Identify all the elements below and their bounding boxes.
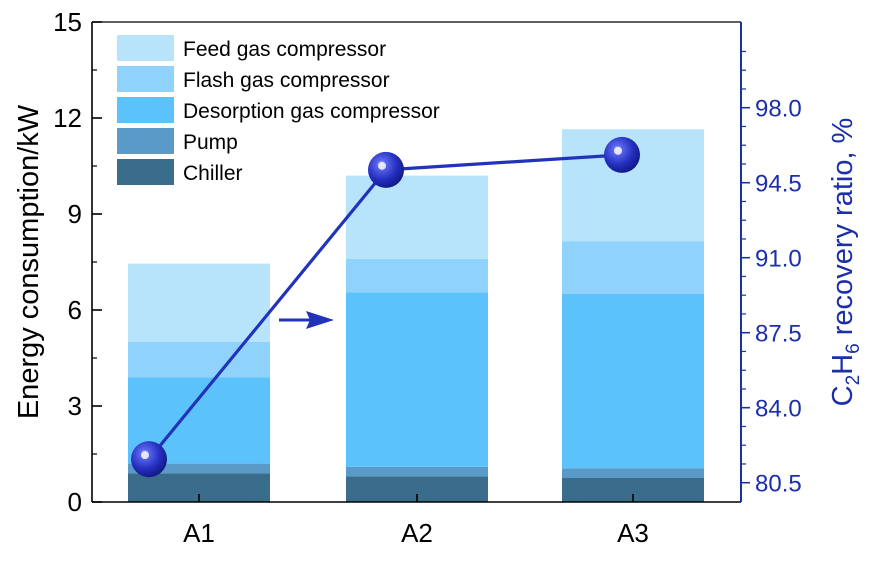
legend-swatch: [117, 159, 174, 185]
bar-segment: [562, 468, 704, 478]
y-right-label-tail: recovery ratio, %: [827, 118, 859, 344]
x-tick-label: A1: [183, 518, 215, 548]
legend-label: Feed gas compressor: [183, 38, 386, 61]
bar-segment: [562, 294, 704, 469]
legend-label: Pump: [183, 131, 238, 154]
right-tick-label: 98.0: [755, 96, 802, 123]
right-axis-ticks: 80.5 84.0 87.5 91.0 94.5 98.0: [741, 50, 802, 498]
y-right-label-sub2: 6: [843, 343, 864, 354]
legend-swatch: [117, 66, 174, 92]
right-tick-label: 87.5: [755, 321, 802, 348]
y-right-label-h: H: [827, 354, 859, 375]
recovery-marker-highlight: [378, 161, 386, 170]
bar-segment: [346, 175, 488, 259]
recovery-ratio-series: [131, 136, 640, 478]
bar-segment: [128, 463, 270, 474]
legend-label: Chiller: [183, 162, 243, 185]
recovery-marker: [368, 151, 404, 188]
recovery-marker: [131, 441, 167, 478]
arrow-annotation: [279, 311, 334, 329]
left-tick-label: 6: [68, 295, 82, 325]
legend-swatch: [117, 128, 174, 154]
right-tick-label: 84.0: [755, 396, 802, 423]
recovery-marker: [604, 136, 640, 173]
left-axis-ticks: 0 3 6 9 12 15: [53, 7, 102, 517]
recovery-marker-highlight: [614, 146, 622, 155]
x-tick-label: A2: [401, 518, 433, 548]
bar-segment: [562, 241, 704, 294]
legend-label: Flash gas compressor: [183, 69, 390, 92]
arrow-head: [306, 311, 334, 329]
y-right-label-sub1: 2: [843, 375, 864, 386]
left-tick-label: 0: [68, 487, 82, 517]
bar-segment: [346, 466, 488, 477]
bar-segment: [128, 263, 270, 342]
legend: Feed gas compressor Flash gas compressor D…: [117, 35, 440, 185]
y-right-label-c: C: [827, 385, 859, 406]
right-tick-label: 80.5: [755, 471, 802, 498]
bar-series: [128, 129, 704, 502]
left-tick-label: 3: [68, 391, 82, 421]
bar-segment: [346, 258, 488, 293]
right-tick-label: 94.5: [755, 171, 802, 198]
right-tick-label: 91.0: [755, 246, 802, 273]
legend-swatch: [117, 97, 174, 123]
left-tick-label: 12: [53, 103, 82, 133]
left-tick-label: 9: [68, 199, 82, 229]
legend-swatch: [117, 35, 174, 61]
y-right-axis-label: C2H6 recovery ratio, %: [827, 118, 864, 407]
bar-segment: [346, 292, 488, 467]
legend-label: Desorption gas compressor: [183, 100, 440, 123]
x-axis-ticks: A1 A2 A3: [183, 494, 649, 548]
y-left-axis-label: Energy consumption/kW: [13, 104, 45, 419]
recovery-marker-highlight: [141, 451, 149, 460]
left-tick-label: 15: [53, 7, 82, 37]
bar-segment: [128, 342, 270, 378]
x-tick-label: A3: [617, 518, 649, 548]
